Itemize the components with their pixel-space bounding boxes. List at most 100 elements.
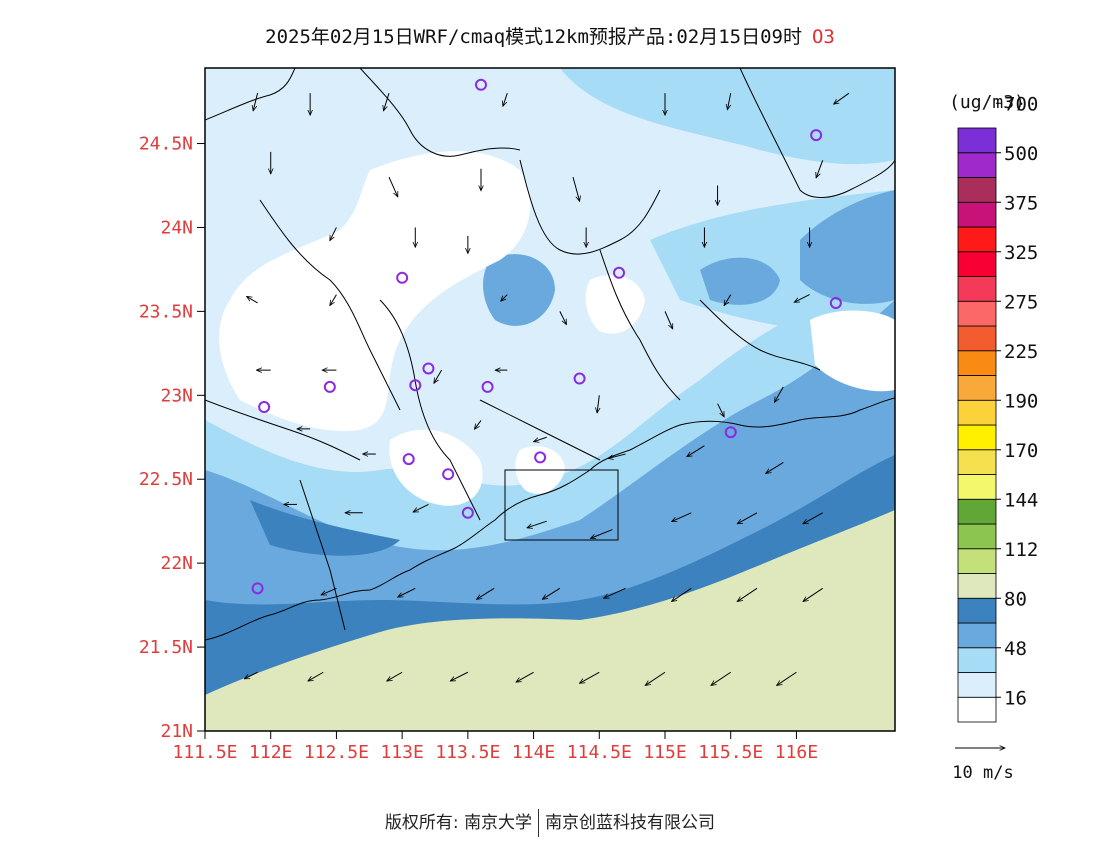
wind-vector bbox=[329, 227, 337, 240]
colorbar-label: 375 bbox=[1004, 192, 1038, 214]
wind-vector bbox=[253, 93, 259, 111]
station-marker bbox=[258, 401, 271, 414]
colorbar-label: 170 bbox=[1004, 440, 1038, 462]
wind-vector bbox=[503, 93, 508, 106]
lon-tick-label: 114.5E bbox=[567, 742, 632, 763]
wind-vector bbox=[774, 386, 784, 402]
station-marker bbox=[724, 426, 737, 439]
lat-tick-label: 22.5N bbox=[139, 469, 193, 490]
colorbar-segment bbox=[957, 127, 997, 154]
colorbar-segment bbox=[957, 177, 997, 203]
station-marker bbox=[323, 380, 336, 393]
colorbar-segment bbox=[957, 523, 997, 550]
map-axes: 21N 21.5N 22N 22.5N 23N 23.5N 24N 24.5N 111.5E 11… bbox=[139, 134, 818, 763]
colorbar-segment bbox=[957, 573, 997, 599]
wind-vector bbox=[794, 294, 810, 303]
wind-vector bbox=[516, 671, 534, 682]
station-marker bbox=[422, 362, 435, 375]
colorbar-label: 500 bbox=[1004, 143, 1038, 165]
lon-tick-label: 115.5E bbox=[698, 742, 763, 763]
wind-vector bbox=[664, 311, 674, 329]
colorbar-segment bbox=[957, 647, 997, 673]
wind-vector bbox=[604, 587, 626, 599]
colorbar-segment bbox=[957, 201, 997, 228]
field-sea-low bbox=[205, 510, 895, 731]
wind-vector bbox=[388, 176, 399, 197]
field-white-delta bbox=[389, 429, 483, 506]
lat-tick-label: 23N bbox=[160, 385, 193, 406]
lon-tick-label: 113.5E bbox=[435, 742, 500, 763]
map-title: 2025年02月15日WRF/cmaq模式12km预报产品:02月15日09时 O… bbox=[0, 22, 1100, 49]
wind-vector bbox=[474, 420, 482, 429]
colorbar-segment bbox=[957, 276, 997, 302]
city-boundary-5 bbox=[205, 399, 361, 461]
lat-tick-label: 23.5N bbox=[139, 301, 193, 322]
station-marker bbox=[442, 468, 455, 481]
colorbar-labels: 16 48 80 112 144 170 190 225 275 325 375 500 700 bbox=[996, 93, 1038, 709]
wind-vector bbox=[711, 671, 731, 685]
wind-vector bbox=[572, 176, 580, 201]
colorbar-segment bbox=[957, 474, 997, 500]
wind-vector bbox=[244, 671, 258, 680]
lon-tick-label: 115E bbox=[643, 742, 686, 763]
station-marker bbox=[613, 266, 625, 279]
map-title-text: 2025年02月15日WRF/cmaq模式12km预报产品:02月15日09时 bbox=[265, 26, 802, 48]
wind-vector bbox=[330, 294, 337, 306]
ozone-field bbox=[205, 68, 895, 731]
wind-vector bbox=[387, 671, 403, 681]
lon-tick-label: 114E bbox=[512, 742, 555, 763]
copyright: 版权所有: 南京大学 南京创蓝科技有限公司 bbox=[0, 808, 1100, 837]
copyright-label: 版权所有: bbox=[384, 813, 459, 833]
colorbar-label: 16 bbox=[1004, 687, 1027, 709]
colorbar-segment bbox=[957, 498, 997, 525]
station-marker bbox=[409, 379, 422, 392]
colorbar-segment bbox=[957, 251, 997, 277]
colorbar-label: 112 bbox=[1004, 539, 1038, 561]
city-boundary-6 bbox=[479, 399, 601, 461]
wind-vector bbox=[737, 587, 758, 601]
colorbar bbox=[957, 127, 997, 723]
wind-ref-label: 10 m/s bbox=[952, 763, 1013, 783]
station-marker bbox=[810, 129, 823, 142]
field-white-north bbox=[219, 151, 531, 431]
colorbar-label: 700 bbox=[1004, 93, 1038, 115]
city-boundary-2 bbox=[519, 159, 661, 255]
station-marker bbox=[829, 296, 842, 309]
coastline bbox=[205, 397, 895, 641]
wind-vector bbox=[559, 311, 567, 324]
lat-tick-label: 21N bbox=[160, 721, 193, 742]
wind-vector bbox=[398, 587, 416, 598]
wind-vector bbox=[687, 445, 705, 457]
wind-vector bbox=[717, 403, 725, 417]
station-marker bbox=[481, 380, 494, 393]
wind-vector bbox=[477, 587, 495, 599]
city-boundary-3 bbox=[599, 249, 681, 401]
wind-vector bbox=[384, 93, 390, 111]
province-boundary-east bbox=[739, 68, 895, 198]
colorbar-label: 144 bbox=[1004, 489, 1038, 511]
wind-vector bbox=[737, 512, 758, 524]
wind-vector bbox=[527, 520, 547, 528]
wind-vector bbox=[450, 671, 469, 682]
copyright-divider bbox=[538, 809, 540, 837]
lon-tick-label: 112.5E bbox=[304, 742, 369, 763]
city-boundary-1 bbox=[379, 299, 481, 521]
colorbar-segment bbox=[957, 622, 997, 649]
field-white-east bbox=[585, 275, 645, 334]
station-marker bbox=[402, 453, 415, 466]
colorbar-label: 225 bbox=[1004, 341, 1038, 363]
colorbar-segment bbox=[957, 696, 997, 723]
wind-vector bbox=[501, 294, 508, 302]
wind-vector bbox=[766, 462, 784, 473]
field-band-80-112-inland bbox=[483, 254, 555, 326]
colorbar-label: 275 bbox=[1004, 291, 1038, 313]
province-boundary-west bbox=[205, 68, 296, 121]
colorbar-segment bbox=[957, 350, 997, 376]
wind-vector bbox=[803, 587, 823, 601]
station-marker bbox=[396, 271, 409, 284]
colorbar-label: 48 bbox=[1004, 638, 1027, 660]
colorbar-label: 80 bbox=[1004, 588, 1027, 610]
station-marker bbox=[534, 451, 547, 464]
station-marker bbox=[461, 506, 474, 519]
